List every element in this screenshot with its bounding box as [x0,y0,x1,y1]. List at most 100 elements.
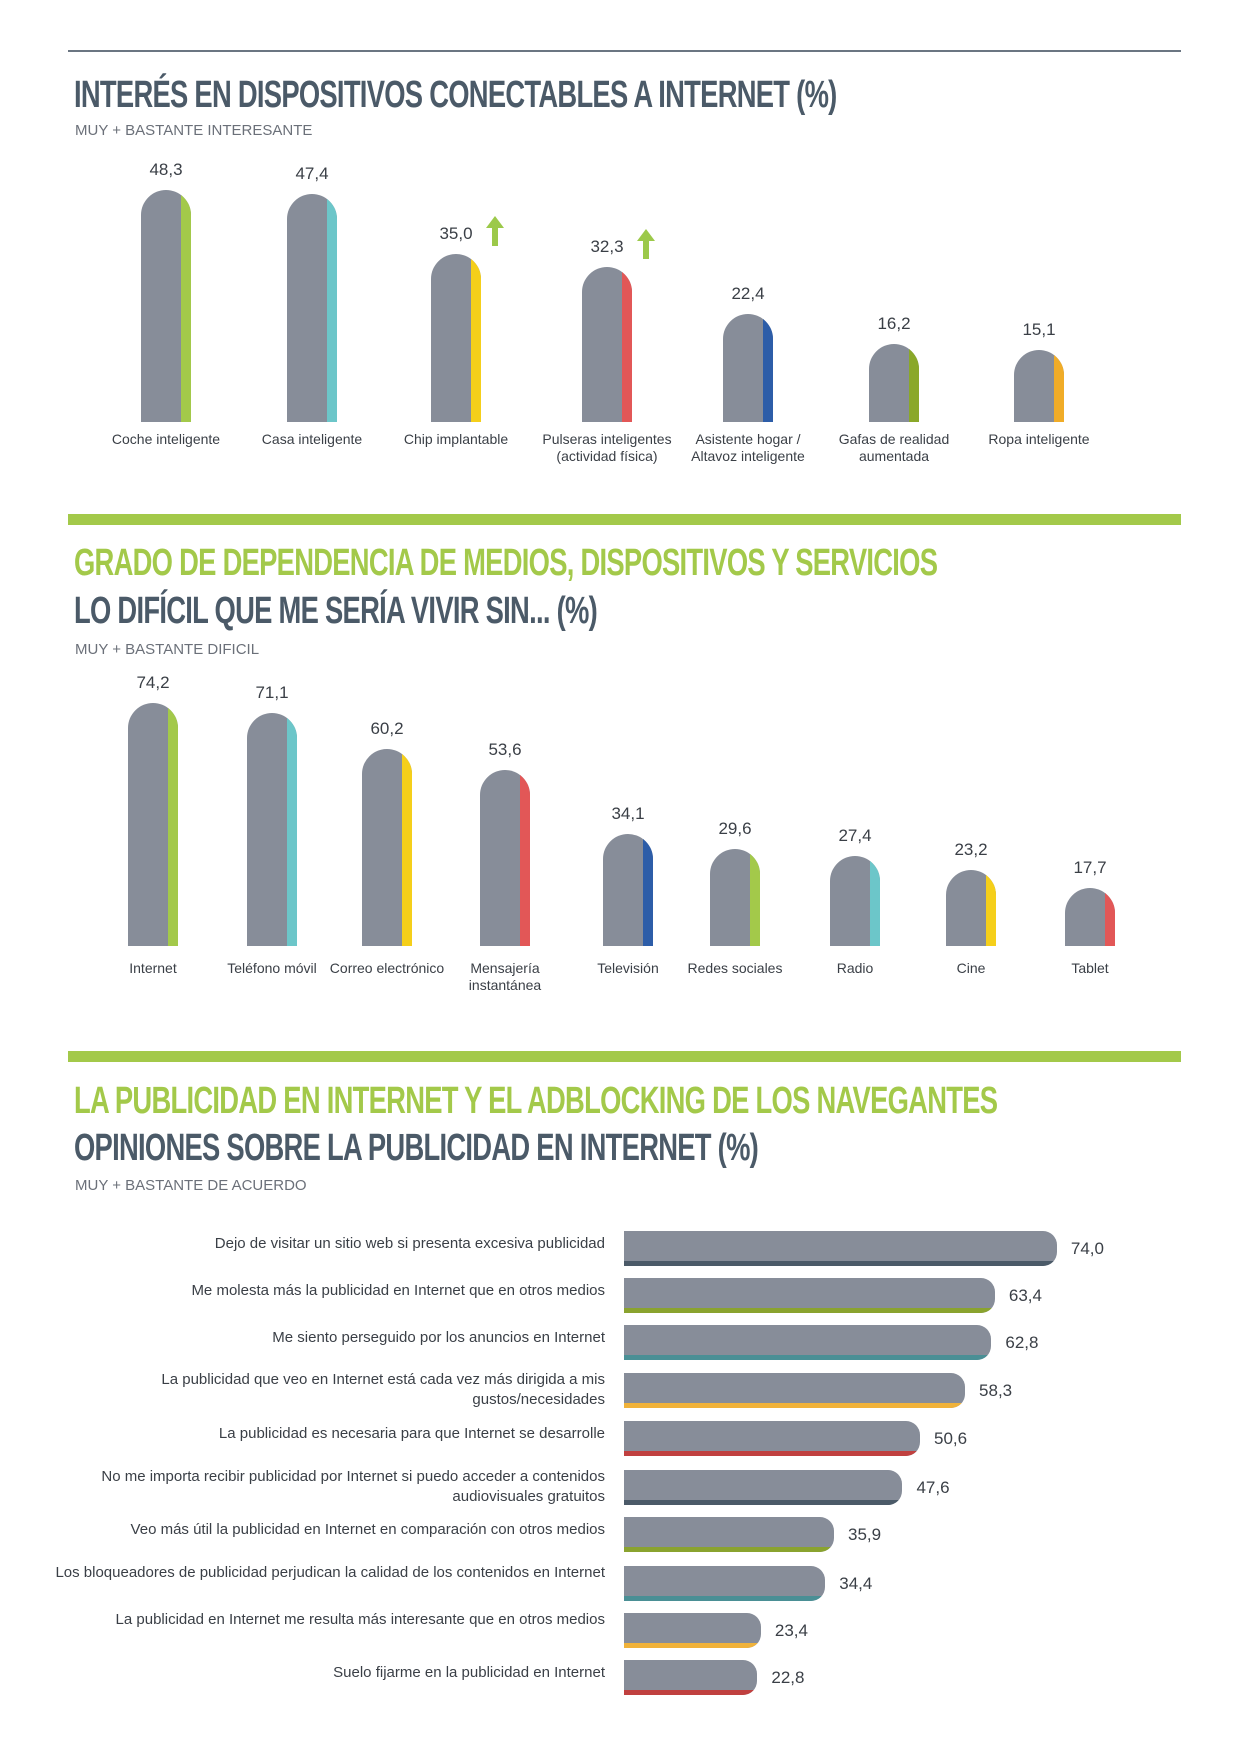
bar-accent-stripe [624,1500,903,1505]
value-label: 48,3 [149,160,183,180]
value-label: 35,9 [848,1525,882,1544]
value-label: 63,4 [1008,1286,1042,1305]
bar [247,712,297,946]
bar [723,314,773,422]
category-label: No me importa recibir publicidad por Int… [101,1468,605,1505]
bar [141,190,191,422]
section-divider [68,1051,1181,1062]
category-label: Internet [129,960,177,976]
category-label: La publicidad en Internet me resulta más… [115,1611,605,1628]
bar [480,770,530,946]
value-label: 53,6 [488,740,522,760]
chart3-heading: LA PUBLICIDAD EN INTERNET Y EL ADBLOCKIN… [74,1080,998,1122]
bar-accent-stripe [624,1596,826,1601]
bar-accent-stripe [624,1403,966,1408]
bar-accent-stripe [168,702,178,946]
value-label: 27,4 [838,826,872,846]
value-label: 29,6 [718,818,752,838]
bar-accent-stripe [624,1308,995,1313]
bar-accent-stripe [750,848,760,946]
bar-accent-stripe [1105,887,1115,946]
chart2-subtitle: MUY + BASTANTE DIFICIL [75,641,260,658]
category-label: Ropa inteligente [988,431,1090,447]
category-label: Coche inteligente [111,431,221,447]
bar-accent-stripe [643,834,653,946]
bar [287,194,337,422]
bar-accent-stripe [624,1451,920,1456]
category-label: Mensajería instantánea [468,960,542,993]
bar [128,702,178,946]
bar-accent-stripe [471,254,481,422]
category-label: Suelo fijarme en la publicidad en Intern… [333,1664,605,1681]
category-label: Chip implantable [403,431,509,447]
value-label: 23,2 [954,839,988,859]
bar [830,856,880,946]
bar [1065,887,1115,946]
bar [624,1231,1057,1266]
bar-accent-stripe [402,748,412,946]
bar-accent-stripe [1054,349,1064,422]
category-label: Me molesta más la publicidad en Internet… [191,1282,605,1299]
value-label: 23,4 [774,1621,808,1640]
category-label: Gafas de realidad aumentada [838,431,950,464]
up-arrow-icon [636,228,656,259]
category-label: Tablet [1071,960,1109,976]
chart3-title: OPINIONES SOBRE LA PUBLICIDAD EN INTERNE… [74,1127,759,1169]
bar [603,834,653,946]
category-label: Casa inteligente [261,431,363,447]
bar-accent-stripe [624,1690,758,1695]
value-label: 22,4 [731,284,765,304]
bar-accent-stripe [181,190,191,422]
bar [582,266,632,422]
category-label: Pulseras inteligentes (actividad física) [542,431,672,464]
bar-accent-stripe [622,266,632,422]
bar-accent-stripe [624,1547,834,1552]
bar [624,1470,903,1505]
value-label: 17,7 [1073,857,1107,877]
up-arrow-icon [485,216,505,246]
section-divider [68,514,1181,525]
bar-accent-stripe [909,344,919,422]
category-label: Cine [956,960,986,976]
bar-accent-stripe [624,1355,992,1360]
bar [624,1517,834,1552]
bar [624,1325,992,1360]
value-label: 71,1 [255,682,289,702]
bar [624,1660,758,1695]
bar-accent-stripe [520,770,530,946]
category-label: Los bloqueadores de publicidad perjudica… [55,1564,605,1581]
bar [624,1566,826,1601]
bar-accent-stripe [986,869,996,946]
value-label: 34,1 [611,804,645,824]
bar [431,254,481,422]
bar [869,344,919,422]
bar-accent-stripe [763,314,773,422]
bar-accent-stripe [624,1643,761,1648]
bar-accent-stripe [870,856,880,946]
category-label: Asistente hogar / Altavoz inteligente [691,431,805,464]
value-label: 16,2 [877,314,911,334]
bar-accent-stripe [624,1261,1057,1266]
category-label: Teléfono móvil [227,960,317,976]
bar-accent-stripe [287,712,297,946]
chart1-subtitle: MUY + BASTANTE INTERESANTE [75,122,313,139]
category-label: Me siento perseguido por los anuncios en… [272,1329,605,1346]
chart3-subtitle: MUY + BASTANTE DE ACUERDO [75,1177,307,1194]
value-label: 32,3 [590,236,624,256]
chart1-title: INTERÉS EN DISPOSITIVOS CONECTABLES A IN… [74,74,837,116]
bar [710,848,760,946]
category-label: La publicidad que veo en Internet está c… [161,1371,605,1408]
value-label: 60,2 [370,718,404,738]
value-label: 47,4 [295,164,329,184]
chart2-heading: GRADO DE DEPENDENCIA DE MEDIOS, DISPOSIT… [74,542,938,584]
category-label: Dejo de visitar un sitio web si presenta… [214,1235,605,1252]
bar [624,1613,761,1648]
value-label: 74,0 [1070,1239,1104,1258]
value-label: 47,6 [916,1478,950,1497]
value-label: 58,3 [979,1381,1013,1400]
bar [624,1373,966,1408]
value-label: 15,1 [1022,319,1056,339]
category-label: La publicidad es necesaria para que Inte… [218,1425,605,1442]
category-label: Radio [836,960,874,976]
category-label: Veo más útil la publicidad en Internet e… [130,1521,605,1538]
